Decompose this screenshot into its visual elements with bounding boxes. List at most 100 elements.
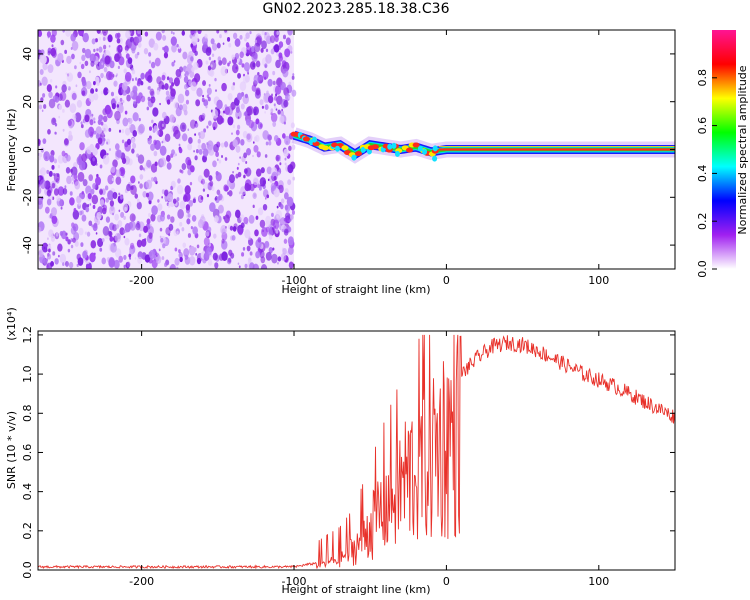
noise-speck <box>179 256 183 263</box>
noise-speck <box>267 78 273 87</box>
noise-speck <box>99 199 105 206</box>
noise-speck <box>237 124 241 130</box>
noise-speck <box>227 92 233 101</box>
noise-speck <box>100 90 104 95</box>
noise-speck <box>160 237 164 243</box>
noise-speck <box>46 198 52 206</box>
noise-speck <box>84 114 90 123</box>
noise-speck <box>130 184 137 195</box>
noise-speck <box>235 106 240 113</box>
noise-speck <box>214 215 219 223</box>
noise-speck <box>277 109 281 115</box>
noise-speck <box>150 61 156 69</box>
noise-speck <box>117 65 121 70</box>
noise-speck <box>202 80 206 87</box>
noise-speck <box>215 89 217 92</box>
noise-speck <box>53 188 59 196</box>
noise-speck <box>93 48 96 53</box>
noise-speck <box>102 36 106 42</box>
noise-speck <box>86 146 92 155</box>
noise-speck <box>166 214 171 220</box>
noise-speck <box>131 47 136 54</box>
noise-speck <box>183 248 190 257</box>
noise-speck <box>189 181 193 186</box>
noise-speck <box>266 166 272 175</box>
noise-speck <box>123 68 127 74</box>
spectrogram-y-tick-label: 20 <box>21 95 34 109</box>
noise-speck <box>255 88 261 96</box>
noise-speck <box>60 206 63 210</box>
noise-speck <box>248 214 255 224</box>
noise-speck <box>207 259 213 266</box>
signal-peak-blob <box>341 145 349 151</box>
noise-speck <box>137 42 142 48</box>
noise-speck <box>273 175 277 181</box>
noise-speck <box>161 111 167 119</box>
noise-speck <box>161 123 165 127</box>
noise-speck <box>181 30 186 36</box>
noise-speck <box>284 135 291 146</box>
noise-speck <box>65 232 68 236</box>
noise-speck <box>146 106 150 111</box>
noise-speck <box>287 236 294 246</box>
noise-speck <box>203 181 209 190</box>
noise-speck <box>207 226 212 233</box>
noise-speck <box>229 225 234 231</box>
noise-speck <box>84 60 89 67</box>
noise-speck <box>182 194 188 202</box>
noise-speck <box>185 204 191 211</box>
noise-speck <box>137 256 143 264</box>
noise-speck <box>176 266 179 269</box>
noise-speck <box>242 247 246 251</box>
noise-speck <box>199 215 206 225</box>
noise-speck <box>148 38 155 48</box>
noise-speck <box>270 112 278 123</box>
noise-speck <box>111 178 114 182</box>
noise-speck <box>43 259 48 266</box>
noise-speck <box>85 80 92 90</box>
colorbar-tick-label: 0.6 <box>696 117 709 135</box>
noise-speck <box>205 60 209 65</box>
noise-speck <box>129 91 134 97</box>
noise-speck <box>184 89 190 97</box>
noise-speck <box>235 129 240 136</box>
noise-speck <box>234 38 241 47</box>
spectrogram-x-label: Height of straight line (km) <box>281 283 430 296</box>
noise-speck <box>274 85 282 95</box>
noise-speck <box>102 226 110 236</box>
noise-speck <box>251 52 258 63</box>
noise-speck <box>255 168 262 177</box>
noise-speck <box>181 163 187 170</box>
noise-speck <box>172 31 175 35</box>
noise-speck <box>66 154 71 162</box>
noise-speck <box>204 33 208 39</box>
noise-speck <box>96 211 102 220</box>
noise-speck <box>93 117 96 121</box>
noise-speck <box>211 42 218 51</box>
noise-speck <box>180 169 184 174</box>
noise-speck <box>105 216 111 223</box>
noise-speck <box>46 189 52 197</box>
noise-speck <box>140 72 145 80</box>
noise-speck <box>98 46 103 53</box>
noise-speck <box>208 56 212 61</box>
noise-speck <box>134 53 139 59</box>
noise-speck <box>221 154 224 158</box>
noise-speck <box>239 81 247 92</box>
noise-speck <box>99 188 104 195</box>
noise-speck <box>101 30 108 36</box>
noise-speck <box>57 254 60 258</box>
noise-speck <box>76 155 83 166</box>
noise-speck <box>169 85 173 90</box>
noise-speck <box>208 175 213 182</box>
noise-speck <box>92 182 97 190</box>
noise-speck <box>261 40 267 50</box>
noise-speck <box>154 57 161 67</box>
noise-speck <box>226 105 233 116</box>
noise-speck <box>232 226 237 232</box>
noise-speck <box>121 157 127 164</box>
noise-speck <box>162 243 166 249</box>
noise-speck <box>80 121 83 125</box>
noise-speck <box>147 74 153 83</box>
noise-speck <box>131 137 136 144</box>
